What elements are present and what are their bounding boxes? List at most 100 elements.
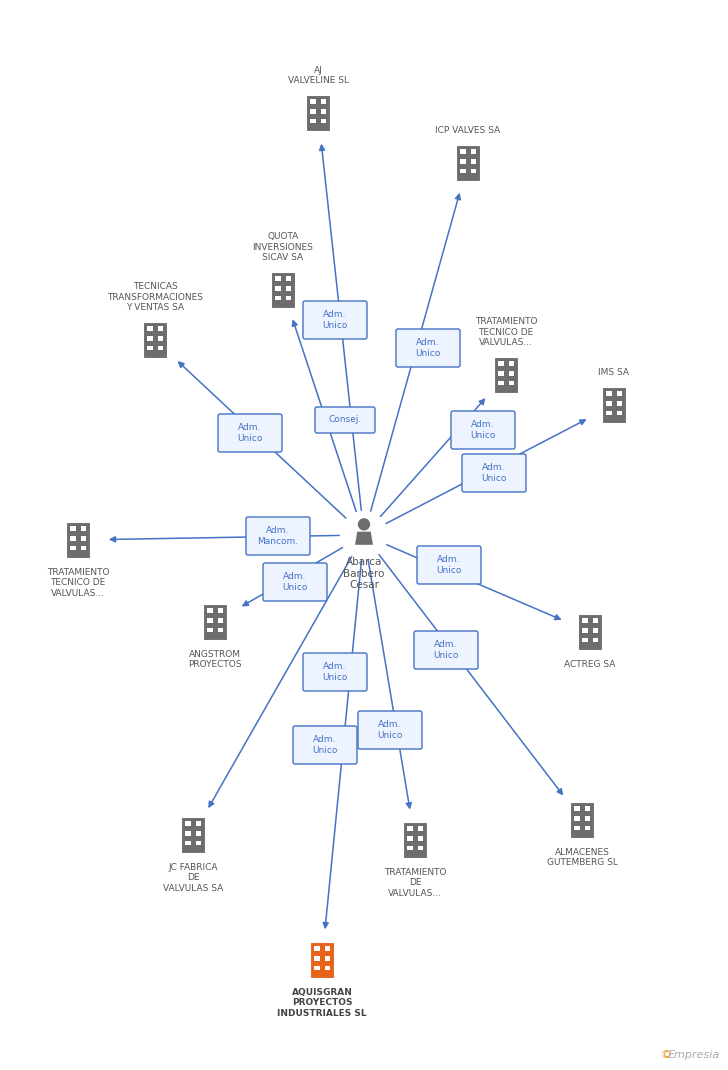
- Text: ALMACENES
GUTEMBERG SL: ALMACENES GUTEMBERG SL: [547, 849, 617, 868]
- Bar: [499, 362, 504, 366]
- Bar: [325, 966, 330, 970]
- Text: Adm.
Mancom.: Adm. Mancom.: [258, 526, 298, 546]
- Bar: [617, 392, 622, 396]
- Text: QUOTA
INVERSIONES
SICAV SA: QUOTA INVERSIONES SICAV SA: [253, 232, 314, 262]
- Bar: [499, 381, 504, 385]
- Bar: [81, 546, 86, 550]
- Bar: [509, 362, 514, 366]
- Text: ANGSTROM
PROYECTOS: ANGSTROM PROYECTOS: [189, 649, 242, 670]
- FancyBboxPatch shape: [303, 653, 367, 691]
- Bar: [81, 536, 86, 540]
- Bar: [321, 100, 326, 104]
- Bar: [606, 411, 612, 415]
- Bar: [582, 638, 587, 642]
- FancyBboxPatch shape: [293, 727, 357, 764]
- Text: Abarca
Barbero
Cesar: Abarca Barbero Cesar: [344, 557, 384, 591]
- Text: ©: ©: [660, 1050, 671, 1060]
- Bar: [196, 822, 201, 826]
- Bar: [147, 326, 153, 331]
- Bar: [509, 381, 514, 385]
- Bar: [310, 119, 316, 123]
- Text: Adm.
Unico: Adm. Unico: [237, 424, 263, 443]
- FancyBboxPatch shape: [451, 411, 515, 449]
- Bar: [275, 295, 280, 301]
- Bar: [582, 628, 587, 632]
- Text: Adm.
Unico: Adm. Unico: [282, 572, 308, 592]
- Bar: [617, 411, 622, 415]
- Text: Adm.
Unico: Adm. Unico: [433, 640, 459, 660]
- Text: AQUISGRAN
PROYECTOS
INDUSTRIALES SL: AQUISGRAN PROYECTOS INDUSTRIALES SL: [277, 988, 367, 1018]
- FancyBboxPatch shape: [414, 631, 478, 669]
- Bar: [207, 628, 213, 632]
- Bar: [321, 119, 326, 123]
- Bar: [471, 150, 476, 154]
- Bar: [471, 169, 476, 173]
- Bar: [196, 831, 201, 836]
- Bar: [593, 638, 598, 642]
- Bar: [593, 628, 598, 632]
- Bar: [271, 272, 295, 308]
- Bar: [186, 822, 191, 826]
- Circle shape: [358, 518, 370, 531]
- Bar: [314, 947, 320, 951]
- Bar: [203, 605, 227, 640]
- Bar: [321, 109, 326, 113]
- Text: JC FABRICA
DE
VALVULAS SA: JC FABRICA DE VALVULAS SA: [163, 863, 223, 892]
- Bar: [574, 826, 579, 830]
- Bar: [509, 371, 514, 376]
- Bar: [408, 836, 413, 841]
- Bar: [585, 816, 590, 821]
- Text: ICP VALVES SA: ICP VALVES SA: [435, 126, 501, 135]
- Bar: [314, 957, 320, 961]
- Bar: [593, 618, 598, 623]
- Bar: [71, 546, 76, 550]
- Bar: [147, 336, 153, 340]
- Bar: [460, 169, 466, 173]
- Text: Adm.
Unico: Adm. Unico: [323, 662, 348, 682]
- Bar: [582, 618, 587, 623]
- Bar: [606, 401, 612, 406]
- Bar: [578, 614, 602, 649]
- Bar: [403, 822, 427, 858]
- Bar: [286, 286, 291, 291]
- Bar: [314, 966, 320, 970]
- Bar: [275, 286, 280, 291]
- Text: Adm.
Unico: Adm. Unico: [415, 338, 440, 357]
- Bar: [585, 807, 590, 811]
- Bar: [456, 146, 480, 181]
- Bar: [574, 816, 579, 821]
- Bar: [218, 628, 223, 632]
- Bar: [147, 346, 153, 350]
- Bar: [617, 401, 622, 406]
- Bar: [275, 276, 280, 281]
- FancyBboxPatch shape: [218, 414, 282, 452]
- Bar: [408, 845, 413, 851]
- Bar: [310, 943, 334, 978]
- Bar: [325, 947, 330, 951]
- Bar: [207, 618, 213, 623]
- FancyBboxPatch shape: [315, 407, 375, 433]
- Bar: [408, 826, 413, 831]
- Bar: [158, 346, 163, 350]
- Bar: [218, 618, 223, 623]
- Bar: [602, 387, 626, 423]
- FancyBboxPatch shape: [263, 563, 327, 601]
- Bar: [66, 522, 90, 557]
- Bar: [418, 845, 423, 851]
- Bar: [499, 371, 504, 376]
- Text: TRATAMIENTO
TECNICO DE
VALVULAS...: TRATAMIENTO TECNICO DE VALVULAS...: [475, 317, 537, 347]
- Bar: [460, 159, 466, 164]
- Text: Adm.
Unico: Adm. Unico: [312, 735, 338, 754]
- Text: IMS SA: IMS SA: [598, 368, 630, 377]
- Bar: [494, 357, 518, 393]
- Bar: [186, 831, 191, 836]
- Bar: [158, 326, 163, 331]
- Bar: [574, 807, 579, 811]
- FancyBboxPatch shape: [396, 328, 460, 367]
- Text: Adm.
Unico: Adm. Unico: [323, 310, 348, 330]
- Text: Adm.
Unico: Adm. Unico: [377, 720, 403, 739]
- Text: TRATAMIENTO
DE
VALVULAS...: TRATAMIENTO DE VALVULAS...: [384, 868, 446, 898]
- Bar: [207, 609, 213, 613]
- Bar: [570, 802, 594, 838]
- Bar: [418, 836, 423, 841]
